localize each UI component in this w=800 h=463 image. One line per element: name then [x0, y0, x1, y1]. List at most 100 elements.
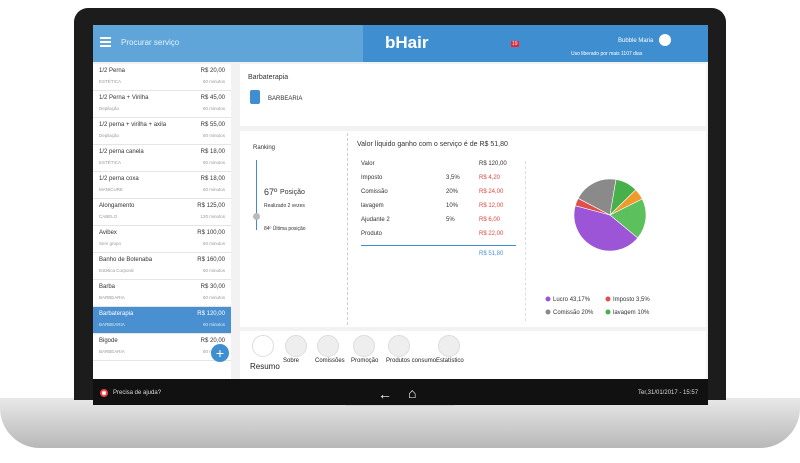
- legend-swatch: [605, 309, 611, 315]
- tab-label[interactable]: Produtos consumo: [386, 358, 437, 364]
- service-group: ESTÉTICA: [99, 160, 122, 165]
- detail-category: BARBEARIA: [268, 96, 303, 102]
- service-row[interactable]: Banho de Botenaba R$ 160,00 Estética Corpo…: [93, 253, 231, 280]
- tab-label[interactable]: Estatístico: [436, 358, 464, 364]
- service-name: Barba: [99, 284, 116, 290]
- summary-cell: R$ 22,00: [479, 231, 504, 237]
- service-duration: 60 minutos: [202, 322, 225, 327]
- summary-cell: Imposto: [361, 175, 383, 181]
- service-group: Depilação: [99, 106, 120, 111]
- summary-cell: Ajudante 2: [361, 217, 390, 223]
- ranking-times: Realizado 2 vezes: [264, 203, 305, 209]
- notification-badge: 19: [511, 41, 519, 47]
- menu-icon[interactable]: [100, 37, 111, 39]
- tab-bar: Resumo Sobre Comissões Promoção Produtos con…: [240, 331, 706, 379]
- tab-label[interactable]: Comissões: [315, 358, 345, 364]
- service-price: R$ 160,00: [197, 257, 225, 263]
- service-row[interactable]: Barbaterapia R$ 120,00 BARBEARIA 60 minutos: [93, 307, 231, 334]
- pie-slice: [577, 178, 617, 216]
- service-row[interactable]: Barba R$ 30,00 BARBEARIA 60 minutos: [93, 280, 231, 307]
- home-button[interactable]: ⌂: [408, 385, 417, 401]
- summary-cell: 10%: [446, 203, 459, 209]
- service-price: R$ 20,00: [200, 338, 225, 344]
- tab-label[interactable]: Promoção: [351, 358, 379, 364]
- legend-name: Imposto: [613, 297, 635, 303]
- tab-label[interactable]: Resumo: [250, 362, 280, 371]
- service-row[interactable]: Alongamento R$ 125,00 CABELO 120 minutos: [93, 199, 231, 226]
- legend-name: Comissão: [553, 310, 580, 315]
- summary-cell: R$ 24,00: [479, 189, 504, 195]
- service-price: R$ 45,00: [200, 95, 225, 101]
- legend-swatch: [605, 296, 611, 302]
- summary-cell: 5%: [446, 217, 455, 223]
- footer: [93, 379, 708, 405]
- tab-icon[interactable]: [388, 335, 410, 357]
- service-price: R$ 55,00: [200, 122, 225, 128]
- back-button[interactable]: ←: [378, 386, 392, 402]
- service-row[interactable]: 1/2 Perna R$ 20,00 ESTÉTICA 60 minutos: [93, 64, 231, 91]
- service-list: 1/2 Perna R$ 20,00 ESTÉTICA 60 minutos 1/2 P…: [93, 64, 231, 380]
- summary-cell: 20%: [446, 189, 459, 195]
- summary-cell: R$ 6,00: [479, 217, 501, 223]
- detail-title: Barbaterapia: [248, 74, 289, 81]
- service-group: ESTÉTICA: [99, 79, 122, 84]
- legend-label: lavagem 10%: [613, 310, 650, 315]
- help-icon[interactable]: [100, 389, 108, 397]
- service-row[interactable]: 1/2 perna coxa R$ 18,00 MANICURE 60 minutos: [93, 172, 231, 199]
- service-duration: 120 minutos: [200, 214, 225, 219]
- ranking-line: [256, 160, 257, 230]
- legend-value: 20%: [581, 310, 594, 315]
- summary-cell: Comissão: [361, 189, 388, 195]
- help-link[interactable]: Precisa de ajuda?: [113, 390, 162, 396]
- service-name: 1/2 Perna + Virilha: [99, 95, 149, 101]
- service-row[interactable]: Avibex R$ 100,00 Sem grupo 60 minutos: [93, 226, 231, 253]
- service-row[interactable]: 1/2 perna canela R$ 18,00 ESTÉTICA 60 minut…: [93, 145, 231, 172]
- service-group: BARBEARIA: [99, 322, 125, 327]
- service-name: 1/2 Perna: [99, 68, 126, 74]
- summary-cell: Produto: [361, 231, 383, 237]
- ranking-last: 84º Última posição: [264, 226, 306, 232]
- ranking-position-label: Posição: [280, 189, 305, 196]
- service-name: 1/2 perna canela: [99, 149, 144, 155]
- summary-cell: R$ 4,20: [479, 175, 501, 181]
- avatar[interactable]: [659, 34, 671, 46]
- header-bar: [363, 25, 708, 62]
- service-group: Sem grupo: [99, 241, 122, 246]
- tab-label[interactable]: Sobre: [283, 358, 300, 364]
- pie-slice: [573, 205, 639, 252]
- tab-icon[interactable]: [353, 335, 375, 357]
- tab-icon[interactable]: [285, 335, 307, 357]
- service-group: Depilação: [99, 133, 120, 138]
- service-price: R$ 100,00: [197, 230, 225, 236]
- service-group: Estética Corporal: [99, 268, 134, 273]
- ranking-dot: [253, 213, 260, 220]
- service-row[interactable]: 1/2 perna + virilha + axila R$ 55,00 Depil…: [93, 118, 231, 145]
- service-duration: 60 minutos: [202, 133, 225, 138]
- service-price: R$ 18,00: [200, 149, 225, 155]
- summary-cell: 3,5%: [446, 175, 460, 181]
- legend-swatch: [545, 296, 551, 302]
- legend-value: 3,5%: [636, 297, 650, 303]
- summary-cell: Valor: [361, 161, 375, 167]
- service-duration: 60 minutos: [202, 295, 225, 300]
- user-name[interactable]: Bubble Maria: [618, 38, 654, 44]
- service-duration: 60 minutos: [202, 160, 225, 165]
- service-name: Avibex: [99, 230, 117, 236]
- add-button[interactable]: +: [211, 344, 229, 362]
- tab-icon[interactable]: [317, 335, 339, 357]
- service-row[interactable]: 1/2 Perna + Virilha R$ 45,00 Depilação 60 m…: [93, 91, 231, 118]
- service-group: CABELO: [99, 214, 118, 219]
- pie-chart: Lucro 43,17% Imposto 3,5% Comissão 20% lava…: [545, 178, 650, 315]
- tab-icon[interactable]: [252, 335, 274, 357]
- legend-swatch: [545, 309, 551, 315]
- search-placeholder[interactable]: Procurar serviço: [121, 38, 180, 47]
- tab-icon[interactable]: [438, 335, 460, 357]
- search-bar[interactable]: [93, 25, 363, 62]
- laptop-base: [0, 398, 800, 448]
- service-price: R$ 18,00: [200, 176, 225, 182]
- service-name: Barbaterapia: [99, 311, 134, 317]
- service-duration: 60 minutos: [202, 268, 225, 273]
- license: Uso liberado por mais 1107 dias: [571, 51, 643, 57]
